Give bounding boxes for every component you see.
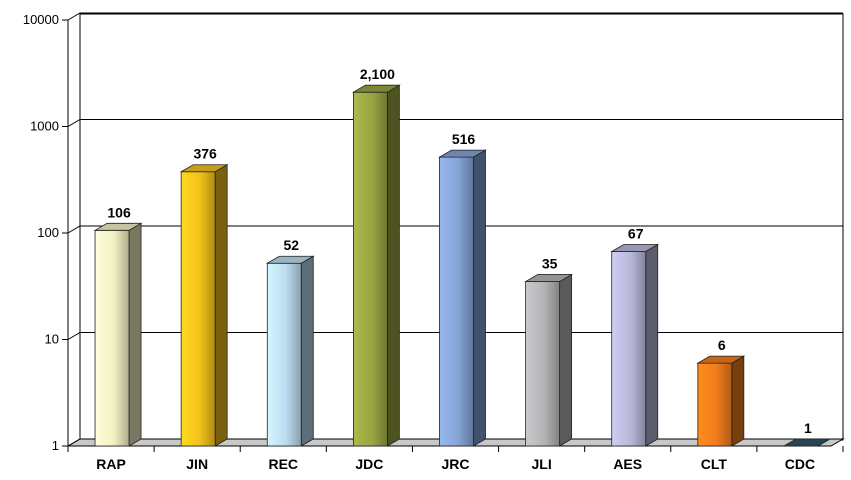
bar-top-face [610, 244, 660, 252]
bars [93, 84, 832, 447]
bar-cdc [782, 438, 832, 447]
x-tick-label-cdc: CDC [785, 456, 815, 472]
y-tick-label: 1 [52, 438, 59, 453]
x-tick-label-rec: REC [268, 456, 298, 472]
value-label-cdc: 1 [804, 420, 812, 436]
bar-top-face [179, 164, 229, 173]
bar-top-face [782, 438, 832, 447]
x-tick-label-jdc: JDC [355, 456, 383, 472]
bar-rec [265, 255, 315, 447]
value-label-rec: 52 [283, 237, 299, 253]
bar-front-face [525, 281, 561, 447]
value-label-jrc: 516 [452, 131, 476, 147]
bar-side-face [386, 84, 400, 447]
bar-clt [696, 355, 746, 447]
y-tick-label: 100 [37, 225, 59, 240]
x-axis-ticks: RAP JIN REC JDC JRC JLI AES CLT CDC [67, 446, 844, 472]
value-labels: 106 376 52 2,100 516 35 67 6 1 [107, 66, 812, 436]
bar-jdc [351, 84, 401, 447]
bar-top-face [696, 355, 746, 364]
bar-top-face [93, 222, 143, 231]
value-label-jli: 35 [542, 256, 558, 272]
y-tick-label: 10000 [23, 12, 59, 27]
bar-top-face [265, 255, 315, 264]
gridline [67, 119, 843, 127]
bar-aes [610, 243, 660, 447]
bar-side-face [473, 149, 486, 447]
bar-front-face [352, 91, 388, 447]
bar-front-face [266, 262, 302, 447]
value-label-rap: 106 [107, 204, 131, 220]
bar-jli [524, 273, 574, 447]
bar-top-face [524, 274, 574, 282]
x-tick-label-jrc: JRC [441, 456, 469, 472]
bar-front-face [94, 229, 130, 447]
bar-jin [179, 164, 229, 447]
bar-top-face [438, 149, 487, 158]
bar-side-face [300, 255, 314, 447]
bar-front-face [439, 156, 474, 447]
y-tick-label: 10 [45, 332, 59, 347]
bar-side-face [645, 243, 659, 447]
x-tick-label-clt: CLT [701, 456, 728, 472]
bar-front-face [697, 362, 733, 447]
value-label-clt: 6 [718, 337, 726, 353]
bar-side-face [559, 273, 573, 447]
value-label-jdc: 2,100 [360, 66, 395, 82]
x-tick-label-aes: AES [613, 456, 642, 472]
bar-front-face [611, 251, 647, 447]
bar-top-face [351, 84, 401, 93]
x-tick-label-jli: JLI [531, 456, 551, 472]
value-label-aes: 67 [628, 226, 644, 242]
bar-side-face [731, 355, 745, 447]
bar-jrc [438, 149, 487, 447]
bar-front-face [180, 171, 216, 447]
axis-corner [67, 438, 81, 447]
x-tick-label-rap: RAP [96, 456, 126, 472]
bar-side-face [214, 164, 228, 447]
gridline [67, 332, 843, 340]
gridline [67, 12, 843, 21]
y-tick-label: 1000 [30, 119, 59, 134]
bar-side-face [128, 222, 142, 447]
x-tick-label-jin: JIN [186, 456, 208, 472]
y-axis-ticks: 1 10 100 1000 10000 [23, 12, 68, 453]
gridline [67, 225, 843, 234]
gridlines [67, 12, 843, 340]
bar-rap [93, 222, 143, 447]
value-label-jin: 376 [193, 146, 217, 162]
